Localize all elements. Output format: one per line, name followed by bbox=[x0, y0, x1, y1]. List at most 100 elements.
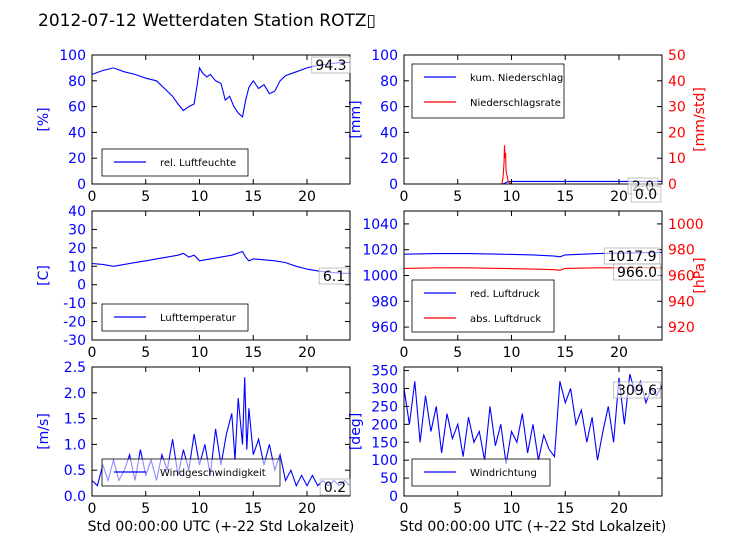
winddir-ytick-label: 0 bbox=[389, 489, 398, 505]
windspeed-xtick-label: 0 bbox=[88, 501, 97, 517]
temperature-legend: Lufttemperatur bbox=[101, 303, 249, 332]
temperature-xtick-label: 0 bbox=[88, 345, 97, 361]
precip-legend: kum. Niederschlag Niederschlagsrate bbox=[411, 63, 565, 119]
pressure-ytick-label: 1040 bbox=[362, 217, 398, 233]
windspeed-ytick-label: 1.5 bbox=[64, 412, 86, 428]
winddir-xtick-label: 10 bbox=[503, 501, 521, 517]
humidity-current-value: 94.3 bbox=[315, 58, 346, 74]
temperature-ylabel: [C] bbox=[36, 265, 52, 286]
pressure-y2tick-label: 940 bbox=[668, 294, 695, 310]
pressure-current-value: 1017.9 bbox=[608, 249, 657, 265]
temperature-ytick-label: 0 bbox=[77, 278, 86, 294]
winddir-xtick-label: 5 bbox=[453, 501, 462, 517]
precip-xtick-label: 20 bbox=[610, 189, 628, 205]
winddir-ytick-label: 150 bbox=[371, 435, 398, 451]
pressure-y2label: [hPa] bbox=[692, 257, 708, 293]
pressure-legend: red. Luftdruck abs. Luftdruck bbox=[411, 279, 555, 333]
temperature-ytick-label: -20 bbox=[63, 315, 86, 331]
windspeed-xtick-label: 15 bbox=[244, 501, 262, 517]
precip-xtick-label: 5 bbox=[453, 189, 462, 205]
humidity-xtick-label: 10 bbox=[191, 189, 209, 205]
humidity-ylabel: [%] bbox=[36, 107, 52, 131]
winddir-current-value: 309.6 bbox=[617, 383, 657, 399]
pressure-current-value: 966.0 bbox=[617, 265, 657, 281]
precip-plot-frame bbox=[403, 54, 663, 185]
precip-ytick-label: 100 bbox=[371, 48, 398, 64]
windspeed-ytick-label: 0.0 bbox=[64, 489, 86, 505]
temperature-legend-label: Lufttemperatur bbox=[160, 313, 237, 324]
temperature-plot-frame bbox=[91, 210, 351, 341]
precip-y2tick-label: 0 bbox=[668, 177, 677, 193]
temperature-xtick-label: 5 bbox=[141, 345, 150, 361]
pressure-xtick-label: 15 bbox=[556, 345, 574, 361]
pressure-ytick-label: 980 bbox=[371, 294, 398, 310]
temperature-ytick-label: 40 bbox=[68, 204, 86, 220]
precip-ytick-label: 0 bbox=[389, 177, 398, 193]
pressure-y2tick-label: 980 bbox=[668, 243, 695, 259]
winddir-xtick-label: 0 bbox=[400, 501, 409, 517]
windspeed-legend-label: Windgeschwindigkeit bbox=[160, 468, 266, 479]
pressure-xtick-label: 5 bbox=[453, 345, 462, 361]
pressure-y2tick-label: 1000 bbox=[668, 217, 704, 233]
humidity-xtick-label: 20 bbox=[298, 189, 316, 205]
pressure-xtick-label: 20 bbox=[610, 345, 628, 361]
precip-y2tick-label: 30 bbox=[668, 100, 686, 116]
precip-y2label: [mm/std] bbox=[692, 87, 708, 152]
temperature-series-1-line bbox=[92, 250, 350, 275]
windspeed-ytick-label: 2.0 bbox=[64, 386, 86, 402]
winddir-legend-label: Windrichtung bbox=[470, 468, 537, 479]
temperature-ytick-label: -30 bbox=[63, 333, 86, 349]
precip-series-1-line bbox=[404, 180, 662, 184]
precip-xtick-label: 0 bbox=[400, 189, 409, 205]
winddir-ytick-label: 200 bbox=[371, 417, 398, 433]
windspeed-plot-frame bbox=[91, 366, 351, 497]
humidity-xtick-label: 0 bbox=[88, 189, 97, 205]
windspeed-xlabel: Std 00:00:00 UTC (+-22 Std Lokalzeit) bbox=[88, 519, 355, 535]
pressure-ytick-label: 1000 bbox=[362, 269, 398, 285]
precip-ytick-label: 40 bbox=[380, 125, 398, 141]
precip-y2tick-label: 10 bbox=[668, 151, 686, 167]
precip-series-2-line bbox=[404, 145, 662, 184]
windspeed-ytick-label: 2.5 bbox=[64, 360, 86, 376]
windspeed-xtick-label: 5 bbox=[141, 501, 150, 517]
winddir-series-1-line bbox=[404, 374, 662, 464]
windspeed-ylabel: [m/s] bbox=[36, 413, 52, 450]
windspeed-legend: Windgeschwindigkeit bbox=[101, 458, 281, 487]
precip-y2tick-label: 20 bbox=[668, 125, 686, 141]
windspeed-xtick-label: 10 bbox=[191, 501, 209, 517]
windspeed-ytick-label: 1.0 bbox=[64, 437, 86, 453]
humidity-xtick-label: 15 bbox=[244, 189, 262, 205]
precip-legend-label: kum. Niederschlag bbox=[470, 73, 563, 84]
winddir-xtick-label: 20 bbox=[610, 501, 628, 517]
precip-legend-label: Niederschlagsrate bbox=[470, 98, 561, 109]
humidity-ytick-label: 20 bbox=[68, 151, 86, 167]
precip-y2tick-label: 40 bbox=[668, 74, 686, 90]
temperature-current-value: 6.1 bbox=[323, 269, 345, 285]
temperature-xtick-label: 15 bbox=[244, 345, 262, 361]
pressure-xtick-label: 10 bbox=[503, 345, 521, 361]
winddir-xlabel: Std 00:00:00 UTC (+-22 Std Lokalzeit) bbox=[400, 519, 667, 535]
humidity-ytick-label: 100 bbox=[59, 48, 86, 64]
pressure-legend-label: red. Luftdruck bbox=[470, 289, 540, 300]
pressure-ytick-label: 960 bbox=[371, 320, 398, 336]
humidity-panel: 0 5 10 15 20 0 20 40 60 80 100 [%] rel. Luftfeuchte 9… bbox=[36, 48, 351, 205]
humidity-legend: rel. Luftfeuchte bbox=[101, 148, 249, 177]
humidity-ytick-label: 40 bbox=[68, 125, 86, 141]
humidity-series-1-line bbox=[92, 61, 350, 118]
winddir-xtick-label: 15 bbox=[556, 501, 574, 517]
humidity-ytick-label: 80 bbox=[68, 74, 86, 90]
pressure-y2tick-label: 920 bbox=[668, 320, 695, 336]
winddir-plot-frame bbox=[403, 366, 663, 497]
temperature-xtick-label: 20 bbox=[298, 345, 316, 361]
humidity-ytick-label: 60 bbox=[68, 100, 86, 116]
pressure-xtick-label: 0 bbox=[400, 345, 409, 361]
humidity-ytick-label: 0 bbox=[77, 177, 86, 193]
precip-ylabel: [mm] bbox=[348, 100, 364, 138]
temperature-ytick-label: 10 bbox=[68, 259, 86, 275]
precip-y2tick-label: 50 bbox=[668, 48, 686, 64]
windspeed-xtick-label: 20 bbox=[298, 501, 316, 517]
temperature-panel: 0 5 10 15 20 -30 -20 -10 0 10 20 30 40 [C] Lufttempera… bbox=[36, 204, 351, 361]
precip-current-value: 0.0 bbox=[635, 187, 657, 203]
